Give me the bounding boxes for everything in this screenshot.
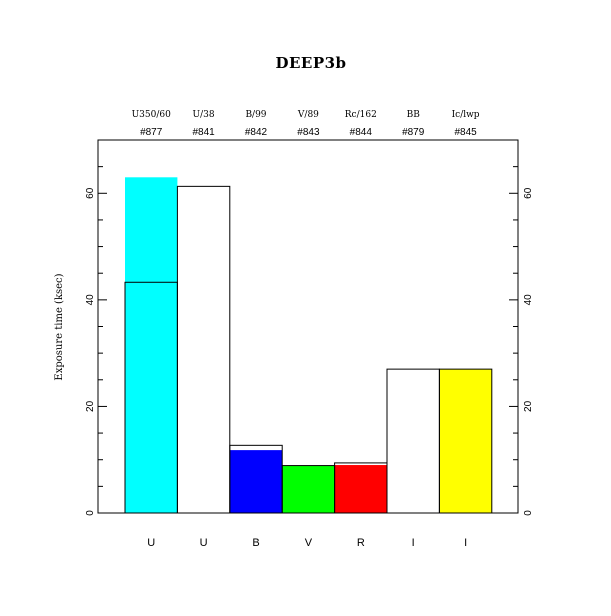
y-axis-label: Exposure time (ksec) [54,273,65,380]
filter-label-2: B/99 [245,110,266,120]
bar-outline-5 [386,368,440,514]
filter-label-6: Ic/lwp [452,110,480,120]
y-tick-label-left-3: 60 [85,187,96,199]
filter-label-4: Rc/162 [345,110,377,120]
y-tick-label-right-3: 60 [523,187,534,199]
bar-filled-2 [229,450,283,513]
filter-label-0: U350/60 [132,110,172,120]
y-tick-label-left-2: 40 [85,294,96,306]
filter-id-4: #844 [350,127,373,138]
chart-title: DEEP3b [275,54,346,72]
category-label-3: V [305,537,313,549]
filter-id-5: #879 [402,127,425,138]
y-tick-label-right-0: 0 [523,510,534,516]
y-tick-label-right-1: 20 [523,400,534,412]
category-label-0: U [147,537,155,549]
filter-id-3: #843 [297,127,320,138]
bar-filled-6 [439,369,492,513]
category-label-6: I [464,537,467,549]
category-label-1: U [200,537,208,549]
y-tick-label-left-0: 0 [85,510,96,516]
filter-id-2: #842 [245,127,268,138]
y-tick-label-right-2: 40 [523,294,534,306]
bar-outline-1 [176,185,231,514]
outline-bars-group [124,185,493,514]
labels-group: U U350/60 #877 U U/38 #841 B B/99 #842 V V/89 #843 R… [85,110,534,549]
filter-label-5: BB [407,110,421,120]
filter-id-1: #841 [192,127,215,138]
filled-bars-group [125,177,492,514]
category-label-4: R [357,537,365,549]
bar-filled-0 [125,177,178,514]
category-label-2: B [252,537,259,549]
filter-label-1: U/38 [193,110,215,120]
category-label-5: I [412,537,415,549]
filter-id-0: #877 [140,127,163,138]
filter-label-3: V/89 [297,110,319,120]
y-tick-label-left-1: 20 [85,400,96,412]
bar-filled-4 [334,465,387,513]
axis-ticks-group [98,166,518,487]
bar-filled-3 [282,465,335,513]
filter-id-6: #845 [454,127,477,138]
